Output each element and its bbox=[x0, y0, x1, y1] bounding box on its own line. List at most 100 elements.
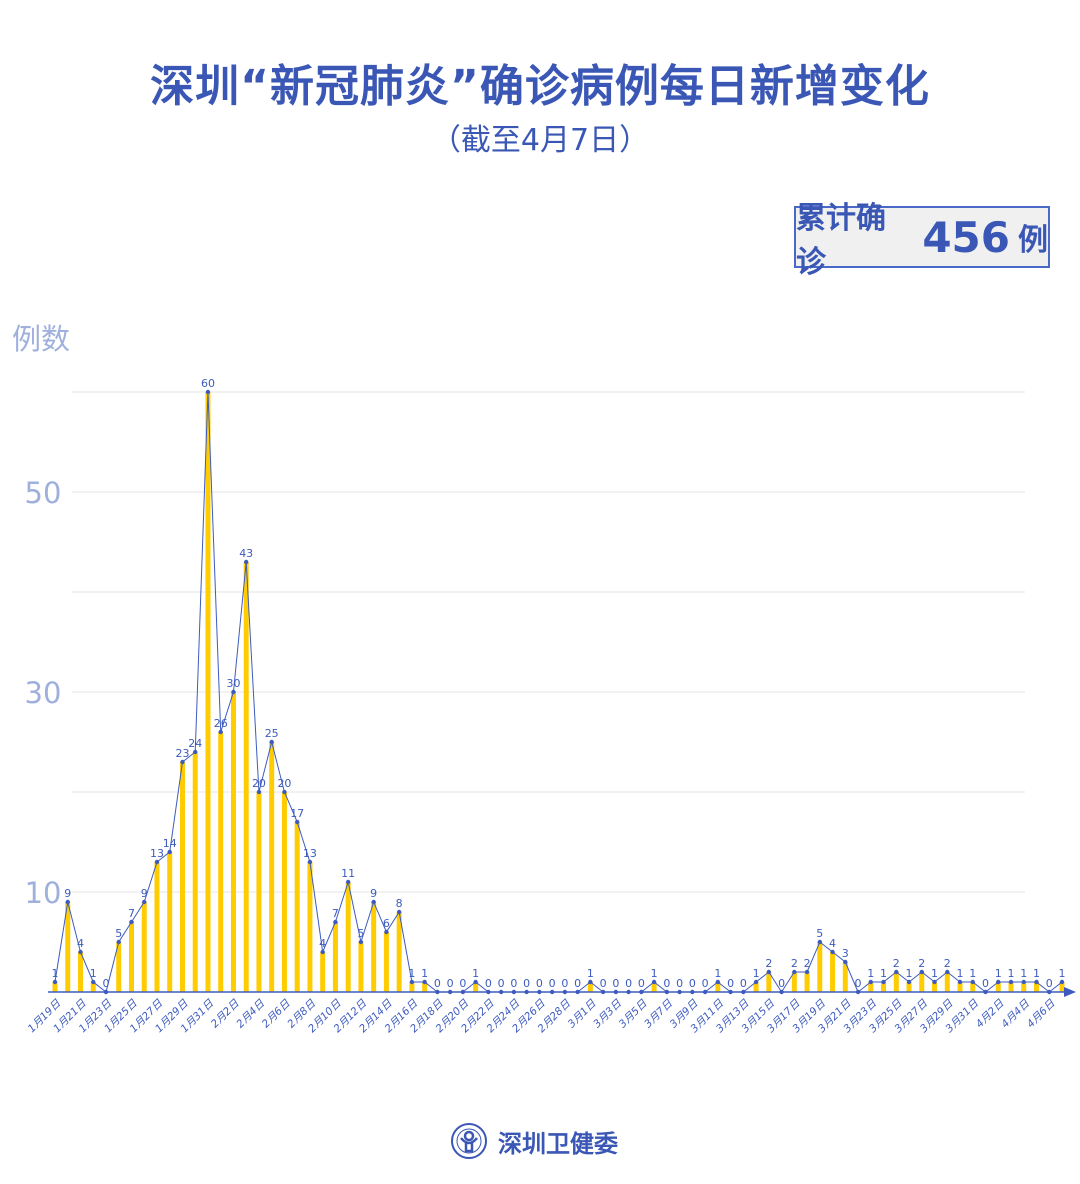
data-point bbox=[830, 949, 835, 955]
bar bbox=[766, 972, 772, 992]
data-point bbox=[167, 849, 172, 855]
data-label: 1 bbox=[880, 967, 887, 980]
data-point bbox=[804, 969, 810, 975]
data-label: 1 bbox=[1020, 967, 1027, 980]
total-confirmed-box: 累计确诊 456 例 bbox=[794, 201, 1050, 280]
bar bbox=[1021, 982, 1027, 992]
data-label: 0 bbox=[638, 977, 645, 990]
data-point bbox=[1059, 979, 1065, 985]
bar bbox=[128, 922, 134, 992]
data-label: 0 bbox=[676, 977, 683, 990]
data-label: 20 bbox=[277, 777, 291, 790]
data-label: 2 bbox=[804, 957, 811, 970]
health-commission-emblem-icon bbox=[451, 1123, 487, 1159]
data-point bbox=[562, 989, 568, 995]
data-label: 4 bbox=[829, 937, 836, 950]
data-label: 0 bbox=[434, 977, 441, 990]
data-label: 0 bbox=[689, 977, 696, 990]
data-point bbox=[626, 989, 631, 995]
y-axis-label: 例数 bbox=[12, 322, 71, 356]
data-label: 3 bbox=[842, 947, 849, 960]
data-label: 0 bbox=[702, 977, 709, 990]
data-label: 0 bbox=[600, 977, 607, 990]
data-point bbox=[1008, 979, 1014, 985]
data-point bbox=[193, 749, 198, 755]
bar bbox=[893, 972, 899, 992]
data-label: 5 bbox=[115, 927, 122, 940]
data-label: 0 bbox=[855, 977, 862, 990]
data-label: 30 bbox=[226, 677, 240, 690]
data-label: 0 bbox=[459, 977, 466, 990]
data-label: 20 bbox=[252, 777, 266, 790]
data-point bbox=[613, 989, 619, 995]
data-label: 9 bbox=[141, 887, 148, 900]
data-point bbox=[855, 989, 861, 995]
bar bbox=[970, 982, 976, 992]
data-label: 13 bbox=[303, 847, 317, 860]
data-point bbox=[792, 969, 797, 975]
bar bbox=[868, 982, 874, 992]
data-point bbox=[1034, 979, 1039, 985]
bar bbox=[192, 752, 198, 992]
data-point bbox=[945, 969, 950, 975]
bar bbox=[1059, 982, 1065, 992]
data-label: 0 bbox=[549, 977, 556, 990]
data-label: 1 bbox=[867, 967, 874, 980]
data-label: 0 bbox=[510, 977, 517, 990]
data-point bbox=[690, 989, 695, 995]
data-point bbox=[422, 979, 427, 985]
data-label: 0 bbox=[561, 977, 568, 990]
data-point bbox=[91, 979, 96, 985]
data-point bbox=[129, 919, 134, 925]
data-point bbox=[65, 899, 70, 905]
data-point bbox=[498, 989, 504, 995]
x-axis-arrow-icon bbox=[1064, 987, 1076, 997]
data-label: 1 bbox=[1008, 967, 1015, 980]
bar bbox=[804, 972, 810, 992]
data-point bbox=[1047, 989, 1052, 995]
bar bbox=[307, 862, 313, 992]
data-point bbox=[996, 979, 1001, 985]
data-point bbox=[294, 819, 300, 825]
bar bbox=[422, 982, 428, 992]
data-label: 2 bbox=[944, 957, 951, 970]
data-label: 23 bbox=[175, 747, 189, 760]
data-point bbox=[664, 989, 670, 995]
bar bbox=[906, 982, 912, 992]
data-label: 0 bbox=[727, 977, 734, 990]
bar bbox=[281, 792, 287, 992]
data-label: 0 bbox=[1046, 977, 1053, 990]
x-tick-label: 4月6日 bbox=[1025, 997, 1058, 1030]
y-tick-label: 10 bbox=[25, 876, 62, 910]
data-point bbox=[269, 739, 274, 745]
bar bbox=[371, 902, 377, 992]
data-label: 25 bbox=[265, 727, 279, 740]
data-point bbox=[1021, 979, 1026, 985]
bar bbox=[1008, 982, 1014, 992]
data-point bbox=[639, 989, 644, 995]
data-point bbox=[116, 939, 121, 945]
data-label: 5 bbox=[816, 927, 823, 940]
bar bbox=[409, 982, 415, 992]
data-point bbox=[779, 989, 784, 995]
data-point bbox=[78, 949, 83, 955]
data-label: 17 bbox=[290, 807, 304, 820]
data-point bbox=[651, 979, 657, 985]
data-label: 13 bbox=[150, 847, 164, 860]
data-label: 1 bbox=[714, 967, 721, 980]
bar bbox=[932, 982, 938, 992]
bar bbox=[205, 392, 211, 992]
data-point bbox=[881, 979, 886, 985]
data-point bbox=[932, 979, 937, 985]
data-label: 9 bbox=[64, 887, 71, 900]
bar bbox=[957, 982, 963, 992]
bar bbox=[383, 932, 389, 992]
bar bbox=[396, 912, 402, 992]
data-point bbox=[702, 989, 708, 995]
data-label: 14 bbox=[163, 837, 177, 850]
data-point bbox=[511, 989, 517, 995]
data-label: 0 bbox=[523, 977, 530, 990]
data-label: 0 bbox=[498, 977, 505, 990]
data-label: 1 bbox=[1033, 967, 1040, 980]
